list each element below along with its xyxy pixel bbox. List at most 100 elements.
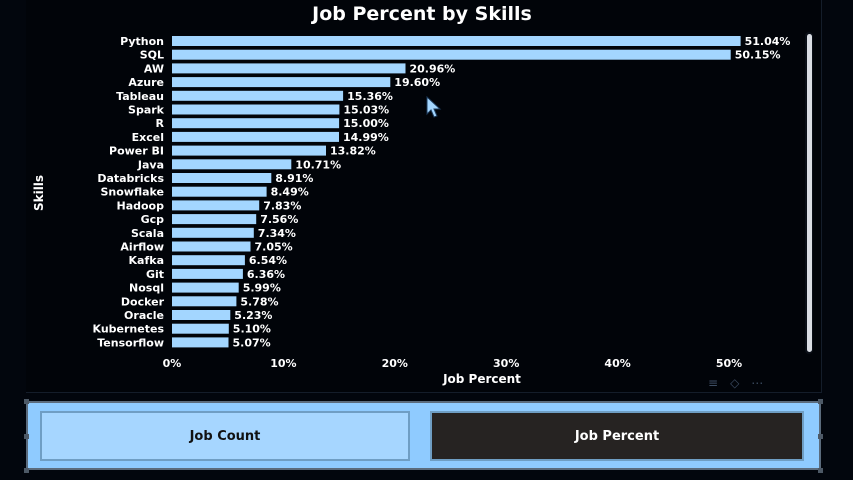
chart-visual[interactable]: Job Percent by Skills Python SQL AW Azure Ta…: [26, 0, 822, 393]
bar-gcp[interactable]: [172, 214, 257, 225]
category-label: Azure: [128, 76, 164, 89]
value-labels: 51.04%50.15% 20.96%19.60%15.36%15.03%15.0…: [233, 35, 791, 349]
visual-footer-icons: ≡ ◇ ⋯: [708, 376, 763, 390]
data-label: 8.91%: [275, 172, 313, 185]
data-label: 20.96%: [410, 62, 456, 75]
data-label: 13.82%: [330, 145, 376, 158]
resize-handle[interactable]: [818, 468, 823, 473]
category-label: Tensorflow: [97, 336, 164, 349]
data-label: 14.99%: [343, 131, 389, 144]
scrollbar-thumb[interactable]: [807, 34, 812, 352]
category-label: Oracle: [124, 309, 164, 322]
bar-scala[interactable]: [172, 227, 254, 238]
category-label: Scala: [131, 227, 164, 240]
category-label: Kubernetes: [93, 323, 165, 336]
data-label: 5.23%: [234, 309, 272, 322]
data-label: 15.03%: [343, 104, 389, 117]
bar-python[interactable]: [172, 36, 741, 46]
y-axis-title: Skills: [32, 175, 46, 211]
category-label: AW: [144, 62, 164, 75]
bar-spark[interactable]: [172, 104, 340, 115]
x-tick-label: 30%: [493, 357, 519, 370]
bar-oracle[interactable]: [172, 310, 231, 320]
x-axis-title: Job Percent: [442, 372, 521, 386]
more-options-icon[interactable]: ⋯: [751, 376, 764, 390]
data-label: 6.54%: [249, 254, 287, 267]
bar-tableau[interactable]: [172, 90, 344, 101]
x-tick-label: 10%: [270, 357, 296, 370]
bar-docker[interactable]: [172, 296, 237, 307]
data-label: 5.07%: [233, 336, 271, 349]
job-count-button[interactable]: Job Count: [40, 411, 410, 461]
x-tick-label: 50%: [716, 357, 742, 370]
category-label: Kafka: [129, 254, 164, 267]
category-label: Docker: [121, 295, 165, 308]
x-tick-label: 0%: [163, 357, 182, 370]
category-labels: PythonSQLAWAzureTableauSparkRExcelPower …: [93, 35, 165, 349]
category-label: Java: [137, 158, 164, 171]
bar-r[interactable]: [172, 118, 340, 129]
data-label: 7.56%: [260, 213, 298, 226]
category-label: Tableau: [116, 90, 164, 103]
bar-snowflake[interactable]: [172, 186, 267, 197]
resize-handle[interactable]: [24, 434, 29, 439]
bar-java[interactable]: [172, 159, 292, 170]
resize-handle[interactable]: [818, 399, 823, 404]
bar-kubernetes[interactable]: [172, 323, 229, 334]
data-label: 19.60%: [394, 76, 440, 89]
data-label: 7.83%: [263, 199, 301, 212]
data-label: 50.15%: [735, 49, 781, 62]
category-label: Python: [120, 35, 164, 48]
bar-databricks[interactable]: [172, 173, 272, 183]
category-label: R: [156, 117, 165, 130]
job-percent-button[interactable]: Job Percent: [430, 411, 804, 461]
bar-nosql[interactable]: [172, 282, 239, 293]
resize-handle[interactable]: [818, 434, 823, 439]
category-label: Nosql: [129, 282, 164, 295]
data-label: 7.05%: [255, 241, 293, 254]
category-label: Power BI: [109, 145, 164, 158]
category-label: SQL: [140, 49, 164, 62]
filter-icon[interactable]: ≡: [708, 376, 719, 390]
bar-hadoop[interactable]: [172, 200, 260, 211]
data-label: 5.10%: [233, 323, 271, 336]
category-label: Hadoop: [117, 199, 165, 212]
bar-excel[interactable]: [172, 131, 339, 142]
format-icon[interactable]: ◇: [730, 376, 740, 390]
data-label: 5.78%: [240, 295, 278, 308]
category-label: Spark: [128, 104, 165, 117]
measure-toggle: Job Count Job Percent: [26, 401, 821, 470]
category-label: Git: [146, 268, 164, 281]
category-label: Databricks: [97, 172, 164, 185]
data-label: 15.36%: [347, 90, 393, 103]
category-label: Snowflake: [100, 186, 164, 199]
chart-title: Job Percent by Skills: [310, 3, 532, 25]
bar-kafka[interactable]: [172, 255, 245, 266]
x-axis-ticks: 0% 10% 20% 30% 40% 50%: [163, 357, 743, 370]
data-label: 15.00%: [343, 117, 389, 130]
bar-tensorflow[interactable]: [172, 337, 229, 348]
bar-azure[interactable]: [172, 77, 391, 88]
x-tick-label: 20%: [382, 357, 408, 370]
bar-git[interactable]: [172, 268, 243, 279]
resize-handle[interactable]: [24, 399, 29, 404]
category-label: Excel: [132, 131, 164, 144]
category-label: Airflow: [120, 241, 164, 254]
data-label: 51.04%: [745, 35, 791, 48]
bar-chart: Job Percent by Skills PythonSQLAWAzureTa…: [32, 3, 791, 386]
data-label: 10.71%: [295, 158, 341, 171]
x-tick-label: 40%: [604, 357, 630, 370]
resize-handle[interactable]: [24, 468, 29, 473]
bar-aw[interactable]: [172, 63, 406, 74]
bar-sql[interactable]: [172, 49, 731, 60]
data-label: 5.99%: [243, 282, 281, 295]
bar-airflow[interactable]: [172, 241, 251, 252]
data-label: 7.34%: [258, 227, 296, 240]
category-label: Gcp: [141, 213, 165, 226]
bars-group: [172, 36, 741, 348]
mouse-cursor-icon: [426, 95, 444, 124]
bar-power-bi[interactable]: [172, 145, 326, 156]
data-label: 8.49%: [271, 186, 309, 199]
data-label: 6.36%: [247, 268, 285, 281]
